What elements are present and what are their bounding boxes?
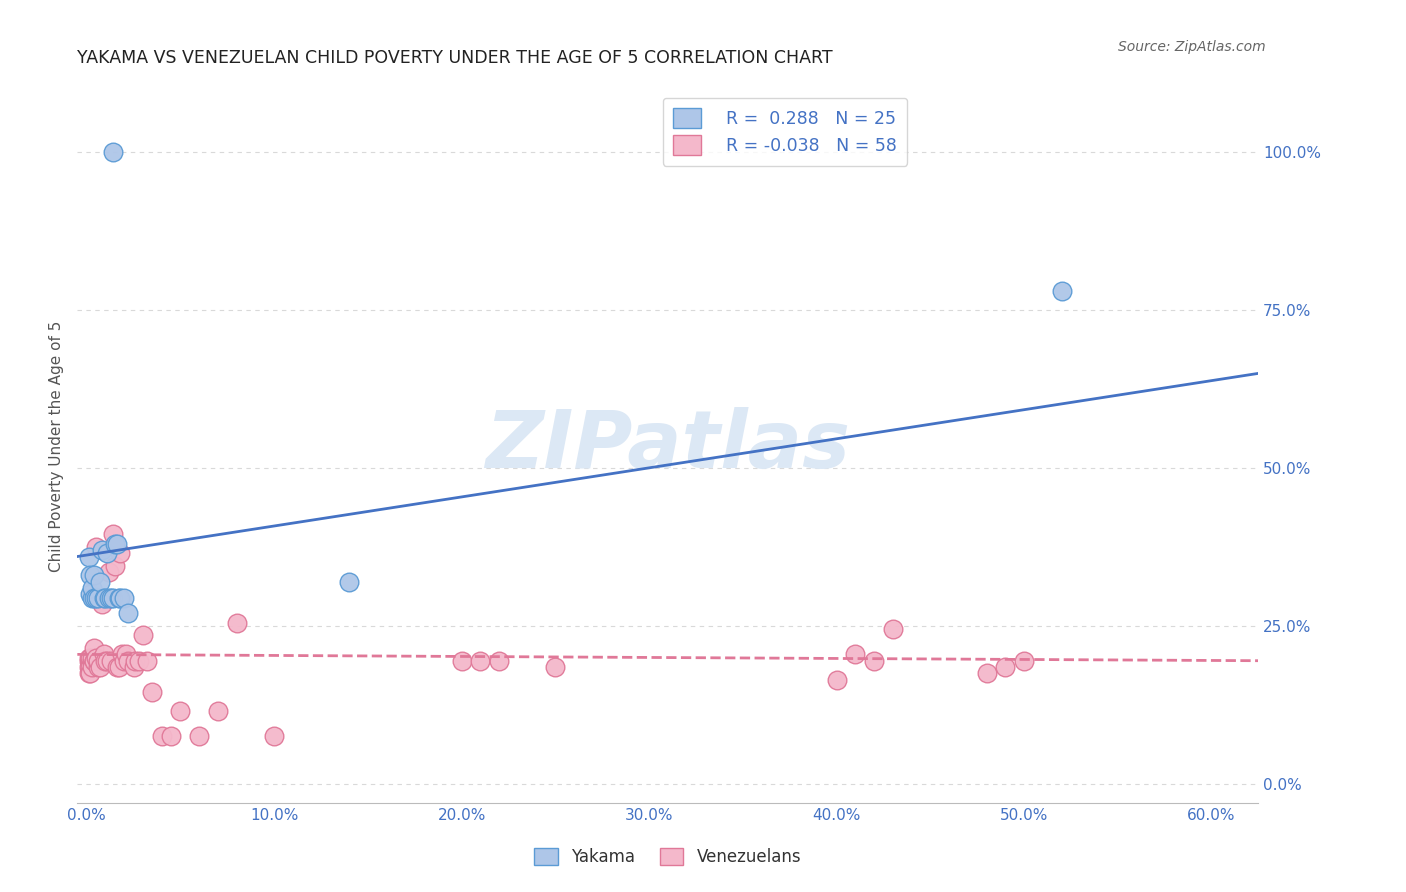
Point [117,607,139,621]
Point [160,730,183,744]
Point [82,660,104,674]
Point [263,730,285,744]
Text: YAKAMA VS VENEZUELAN CHILD POVERTY UNDER THE AGE OF 5 CORRELATION CHART: YAKAMA VS VENEZUELAN CHILD POVERTY UNDER… [77,49,832,67]
Point [135,654,157,668]
Point [79,660,101,674]
Point [150,730,173,744]
Point [84,540,107,554]
Point [470,654,492,668]
Point [488,654,510,668]
Point [93,648,115,662]
Point [101,145,124,160]
Point [544,660,567,674]
Y-axis label: Child Poverty Under the Age of 5: Child Poverty Under the Age of 5 [49,320,65,572]
Point [77,654,100,668]
Point [450,654,472,668]
Point [77,650,100,665]
Point [82,654,104,668]
Point [79,587,101,601]
Text: ZIPatlas: ZIPatlas [485,407,851,485]
Point [188,730,211,744]
Point [83,654,105,668]
Point [207,704,229,718]
Point [111,648,134,662]
Point [100,654,122,668]
Point [79,654,101,668]
Point [169,704,191,718]
Point [844,648,866,662]
Point [79,650,101,665]
Point [83,591,105,605]
Point [87,591,110,605]
Point [104,537,127,551]
Point [132,628,155,642]
Point [84,650,107,665]
Point [82,591,104,605]
Point [825,673,848,687]
Point [104,559,127,574]
Point [882,622,904,636]
Point [1012,654,1035,668]
Point [141,685,163,699]
Point [94,591,117,605]
Point [1050,285,1073,299]
Point [98,566,121,580]
Point [87,654,110,668]
Point [96,546,118,560]
Point [77,660,100,674]
Point [89,660,111,674]
Point [105,660,128,674]
Point [225,615,247,630]
Point [101,527,124,541]
Point [98,591,121,605]
Point [110,546,132,560]
Point [90,597,112,611]
Point [96,654,118,668]
Point [124,654,146,668]
Point [83,568,105,582]
Point [83,641,105,656]
Point [107,660,129,674]
Point [90,543,112,558]
Point [89,574,111,589]
Point [79,568,101,582]
Point [100,591,122,605]
Point [101,591,124,605]
Point [84,591,107,605]
Point [863,654,886,668]
Point [105,537,128,551]
Point [94,654,117,668]
Point [83,654,105,668]
Point [117,654,139,668]
Text: Source: ZipAtlas.com: Source: ZipAtlas.com [1118,40,1265,54]
Point [994,660,1017,674]
Point [87,660,110,674]
Point [93,591,115,605]
Point [82,581,104,595]
Point [128,654,150,668]
Legend: Yakama, Venezuelans: Yakama, Venezuelans [527,841,808,873]
Point [115,648,138,662]
Point [112,654,135,668]
Point [110,591,132,605]
Point [122,660,145,674]
Point [976,666,998,681]
Point [77,666,100,681]
Point [82,650,104,665]
Point [79,666,101,681]
Point [337,574,360,589]
Point [112,591,135,605]
Point [107,591,129,605]
Point [77,549,100,564]
